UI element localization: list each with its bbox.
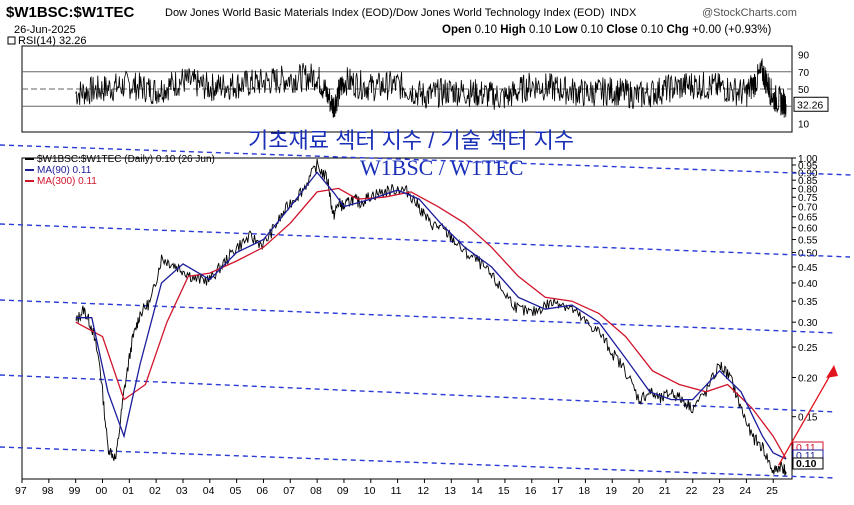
y-tick-label: 1.00 [798,154,818,165]
high-label: High [500,24,526,36]
x-tick-label: 01 [122,485,134,497]
x-tick-label: 21 [659,485,671,497]
low-value: 0.10 [580,24,604,36]
trendline [0,299,837,334]
x-tick-label: 06 [256,485,268,497]
y-tick-label: 0.20 [798,373,818,384]
x-tick-label: 15 [498,485,510,497]
x-tick-label: 10 [364,485,376,497]
last-value-box [792,457,824,470]
x-tick-label: 04 [203,485,215,497]
x-tick-label: 02 [149,485,161,497]
x-tick-label: 22 [686,485,698,497]
brand-logo: @StockCharts.com [702,7,797,19]
header-symbol: $W1BSC:$W1TEC [6,4,135,21]
y-tick-label: 0.35 [798,297,818,308]
x-tick-label: 24 [739,485,751,497]
arrow-line [778,371,833,466]
x-tick-label: 23 [713,485,725,497]
x-tick-label: 98 [42,485,54,497]
x-tick-label: 08 [310,485,322,497]
y-tick-label: 0.70 [798,203,818,214]
last-value-label: 0.10 [796,458,817,470]
x-tick-label: 12 [417,485,429,497]
y-tick-label: 0.40 [798,279,818,290]
y-tick-label: 0.65 [798,213,818,224]
x-tick-label: 18 [578,485,590,497]
rsi-legend-swatch [7,36,16,45]
y-tick-label: 0.85 [798,176,818,187]
header-description: Dow Jones World Basic Materials Index (E… [165,7,605,19]
ohlc-readout: Open 0.10 High 0.10 Low 0.10 Close 0.10 … [442,24,771,36]
y-tick-label: 0.45 [798,263,818,274]
chg-label: Chg [666,24,689,36]
x-tick-label: 19 [605,485,617,497]
ma90-series-line [75,171,787,460]
open-label: Open [442,24,472,36]
open-value: 0.10 [474,24,497,36]
x-tick-label: 09 [337,485,349,497]
x-tick-label: 14 [471,485,483,497]
rsi-tick-label: 90 [798,51,810,62]
legend-label: MA(300) 0.11 [37,176,97,187]
arrow-head [826,365,838,378]
y-tick-label: 0.55 [798,236,818,247]
x-tick-label: 03 [176,485,188,497]
x-tick-label: 13 [444,485,456,497]
x-tick-label: 17 [552,485,564,497]
x-tick-label: 07 [283,485,295,497]
main-pane [21,157,793,480]
trendline [0,446,837,479]
y-tick-label: 0.90 [798,168,818,179]
close-label: Close [606,24,638,36]
rsi-title: RSI(14) 32.26 [18,35,86,47]
header-date: 26-Jun-2025 [14,24,76,36]
x-tick-label: 05 [230,485,242,497]
y-tick-label: 0.75 [798,193,818,204]
rsi-last-value-box [793,96,829,112]
x-tick-label: 97 [15,485,27,497]
ma300-series-line [75,187,787,460]
y-tick-label: 0.30 [798,318,818,329]
rsi-tick-label: 50 [798,85,810,96]
x-tick-label: 20 [632,485,644,497]
rsi-last-value-label: 32.26 [797,99,823,111]
rsi-tick-label: 70 [798,68,810,79]
x-tick-label: 00 [95,485,107,497]
trendline [0,374,837,413]
x-tick-label: 99 [69,485,81,497]
y-tick-label: 0.80 [798,184,818,195]
x-tick-label: 25 [766,485,778,497]
legend-label: MA(90) 0.11 [37,165,92,176]
y-tick-label: 0.15 [798,413,818,424]
trendline [0,223,851,258]
x-tick-label: 16 [525,485,537,497]
rsi-line [75,58,787,118]
y-tick-label: 0.60 [798,224,818,235]
legend-label: $W1BSC:$W1TEC (Daily) 0.10 (26 Jun) [37,154,215,165]
ratio-title-annotation: W1BSC / W1TEC [360,155,523,180]
chg-value: +0.00 (+0.93%) [692,24,772,36]
y-tick-label: 0.95 [798,161,818,172]
rsi-tick-label: 10 [798,119,810,130]
low-label: Low [554,24,578,36]
header-exchange: INDX [610,7,637,19]
korean-title-annotation: 기초재료 섹터 지수 / 기술 섹터 지수 [248,128,574,153]
price-series-line [75,158,787,476]
x-tick-label: 11 [391,485,402,497]
close-value: 0.10 [640,24,664,36]
rsi-pane [21,45,793,133]
trendline [0,144,853,176]
y-tick-label: 0.50 [798,249,818,260]
high-value: 0.10 [528,24,552,36]
y-tick-label: 0.25 [798,343,818,354]
